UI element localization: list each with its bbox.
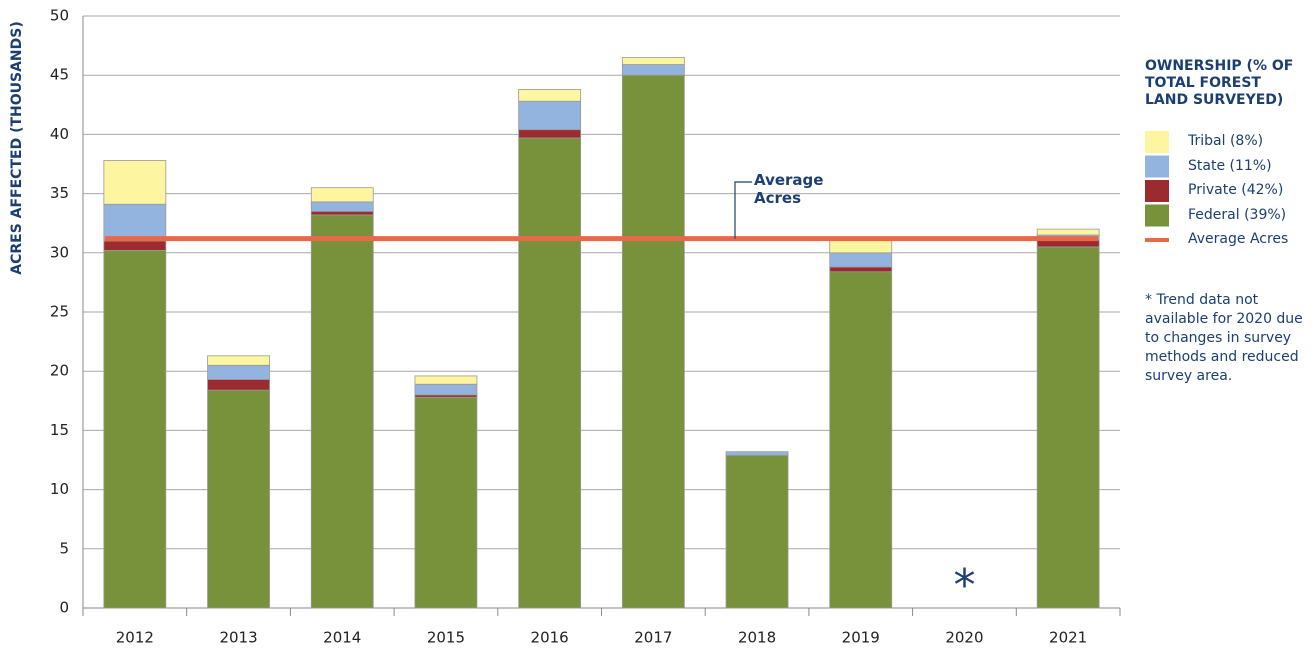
bar-segment: [621, 64, 685, 76]
y-tick-label: 20: [50, 362, 69, 380]
y-tick-label: 5: [59, 539, 69, 557]
bar-segment: [1036, 228, 1100, 236]
bar-segment: [103, 240, 167, 251]
x-tick-label: 2018: [738, 629, 776, 647]
bar-segment: [829, 239, 893, 254]
bar-segment: [310, 214, 374, 609]
y-tick-label: 25: [50, 303, 69, 321]
bar-segment: [829, 271, 893, 609]
legend-label: State (11%): [1188, 157, 1272, 174]
x-tick-label: 2014: [323, 629, 361, 647]
x-tick-label: 2016: [531, 629, 569, 647]
x-tick-label: 2015: [427, 629, 465, 647]
legend-label: Private (42%): [1188, 182, 1284, 198]
bar-segment: [310, 210, 374, 216]
bar-segment: [518, 129, 582, 139]
bar-segment: [518, 137, 582, 609]
bar-segment: [829, 252, 893, 268]
bar-segment: [621, 74, 685, 609]
legend-label: Tribal (8%): [1188, 133, 1264, 149]
bar-segment: [725, 454, 789, 609]
note: * Trend data not available for 2020 due …: [1145, 292, 1303, 384]
x-tick-label: 2013: [219, 629, 257, 647]
bar-segment: [103, 203, 167, 242]
bar-segment: [414, 396, 478, 609]
y-tick-label: 45: [50, 66, 69, 84]
missing-marker: *: [953, 560, 975, 611]
bar-segment: [207, 355, 270, 366]
legend-label: Federal (39%): [1188, 206, 1287, 223]
bar-segment: [207, 389, 270, 609]
y-tick-label: 40: [50, 125, 69, 143]
bar-segment: [103, 160, 167, 205]
bar-segment: [725, 451, 789, 456]
bar-segment: [518, 89, 582, 102]
legend-title: OWNERSHIP (% OF TOTAL FOREST LAND SURVEY…: [1145, 58, 1294, 108]
bar-segment: [414, 375, 478, 385]
y-axis-label: ACRES AFFECTED (THOUSANDS): [9, 21, 25, 275]
average-annotation: Average Acres: [754, 171, 824, 207]
bar-segment: [310, 201, 374, 212]
bar-segment: [829, 266, 893, 273]
bar-segment: [621, 57, 685, 65]
bar-segment: [103, 250, 167, 609]
bar-segment: [518, 100, 582, 131]
legend-swatch: [1145, 204, 1169, 227]
x-tick-label: 2017: [634, 629, 672, 647]
y-tick-label: 15: [50, 421, 69, 439]
y-tick-label: 30: [50, 243, 69, 261]
y-tick-label: 0: [59, 599, 69, 617]
x-tick-label: 2020: [945, 629, 983, 647]
legend-label: Average Acres: [1188, 231, 1289, 247]
bar-segment: [1036, 246, 1100, 609]
y-tick-label: 50: [50, 7, 69, 25]
y-tick-label: 10: [50, 480, 69, 498]
bar-segment: [310, 187, 374, 203]
bar-segment: [207, 379, 270, 391]
x-tick-label: 2012: [116, 629, 154, 647]
legend-swatch: [1145, 131, 1169, 153]
bar-segment: [414, 383, 478, 396]
annotation-leader: [734, 181, 752, 239]
legend-swatch: [1145, 180, 1169, 202]
legend-swatch: [1145, 238, 1169, 242]
legend-swatch: [1145, 155, 1169, 178]
bar-segment: [207, 364, 270, 380]
x-tick-label: 2019: [842, 629, 880, 647]
x-tick-label: 2021: [1049, 629, 1087, 647]
y-tick-label: 35: [50, 184, 69, 202]
